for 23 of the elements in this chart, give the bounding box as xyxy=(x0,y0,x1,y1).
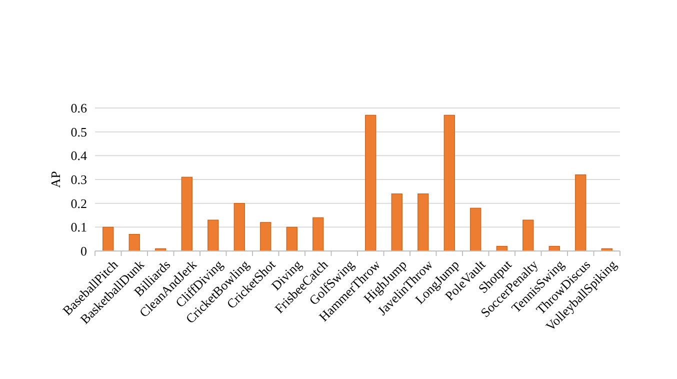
bar xyxy=(391,194,402,252)
y-tick-label: 0.4 xyxy=(70,148,88,164)
y-tick-label: 0 xyxy=(80,244,87,259)
bar xyxy=(208,220,219,252)
y-tick-label: 0.2 xyxy=(70,196,87,211)
y-tick-label: 0.5 xyxy=(70,124,87,140)
bar xyxy=(234,203,245,252)
y-tick-label: 0.1 xyxy=(70,220,87,235)
bar xyxy=(102,226,114,252)
y-tick-label: 0.3 xyxy=(70,172,87,188)
bar xyxy=(575,174,586,252)
bar xyxy=(312,217,324,252)
bar xyxy=(260,222,272,252)
bar xyxy=(128,234,140,252)
bar xyxy=(418,194,429,252)
bar xyxy=(365,114,376,252)
bar xyxy=(286,226,298,252)
bar xyxy=(470,208,482,252)
bar xyxy=(444,114,455,252)
bar xyxy=(522,220,534,252)
y-axis-title: AP xyxy=(48,171,63,188)
bar xyxy=(181,176,192,252)
y-tick-label: 0.6 xyxy=(70,100,88,116)
